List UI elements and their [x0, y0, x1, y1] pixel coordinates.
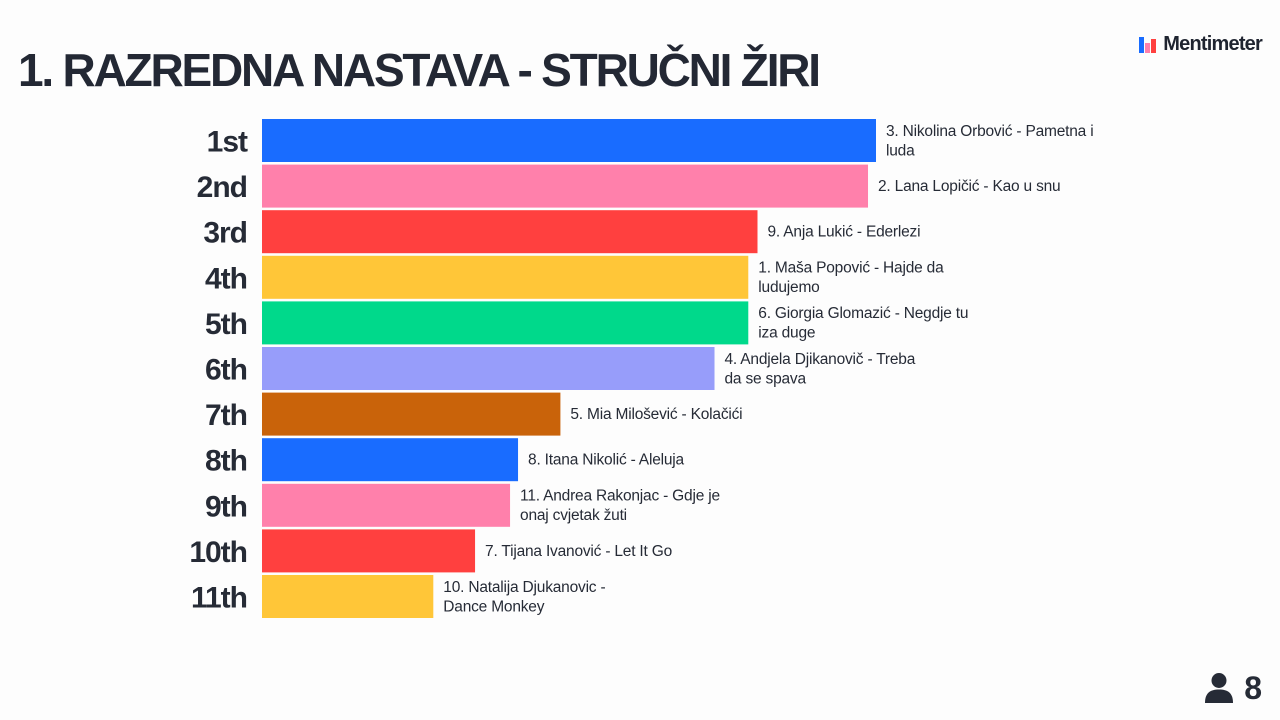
rank-label-9th: 9th — [205, 490, 247, 523]
bar-label-11th: 10. Natalija Djukanovic -Dance Monkey — [443, 579, 605, 616]
bar-4th — [262, 255, 749, 299]
bar-3rd — [262, 210, 758, 254]
bar-1st — [262, 119, 876, 162]
bar-8th — [262, 438, 519, 482]
bar-label-8th: 8. Itana Nikolić - Aleluja — [528, 452, 684, 469]
bar-label-10th: 7. Tijana Ivanović - Let It Go — [485, 543, 672, 560]
rank-label-5th: 5th — [205, 308, 247, 341]
bar-label-6th: 4. Andjela Djikanovič - Treba da se spava — [725, 351, 916, 388]
user-icon — [1205, 673, 1234, 703]
brand-name: Mentimeter — [1163, 33, 1263, 55]
bar-label-3rd: 9. Anja Lukić - Ederlezi — [767, 224, 920, 241]
bar-5th — [262, 301, 749, 345]
bar-label-5th: 6. Giorgia Glomazić - Negdje tu iza duge — [758, 305, 968, 342]
rank-label-10th: 10th — [189, 536, 247, 569]
rank-label-4th: 4th — [205, 262, 247, 295]
rank-label-7th: 7th — [205, 399, 247, 432]
bar-label-9th: 11. Andrea Rakonjac - Gdje je onaj cvjeta… — [520, 488, 720, 525]
rank-label-8th: 8th — [205, 445, 247, 478]
bar-2nd — [262, 164, 869, 208]
rank-label-1st: 1st — [207, 126, 248, 159]
bar-6th — [262, 347, 715, 390]
bar-label-2nd: 2. Lana Lopičić - Kao u snu — [878, 178, 1060, 195]
rank-label-11th: 11th — [191, 582, 247, 615]
bar-label-4th: 1. Maša Popović - Hajde da ludujemo — [758, 260, 944, 297]
bar-label-1st: 3. Nikolina Orbović - Pametna i luda — [886, 123, 1093, 160]
bar-7th — [262, 392, 561, 436]
bar-10th — [262, 529, 476, 573]
rank-label-3rd: 3rd — [203, 217, 247, 250]
mentimeter-logo-icon — [1139, 36, 1157, 53]
bar-11th — [262, 575, 434, 618]
participant-count: 8 — [1244, 670, 1262, 706]
page-title: 1. RAZREDNA NASTAVA - STRUČNI ŽIRI — [18, 44, 821, 96]
bar-9th — [262, 483, 511, 527]
bar-label-7th: 5. Mia Milošević - Kolačići — [570, 406, 742, 423]
participant-counter: 8 — [1204, 672, 1262, 704]
rank-label-2nd: 2nd — [197, 171, 247, 204]
rank-label-6th: 6th — [205, 354, 247, 387]
brand: Mentimeter — [1139, 33, 1263, 56]
